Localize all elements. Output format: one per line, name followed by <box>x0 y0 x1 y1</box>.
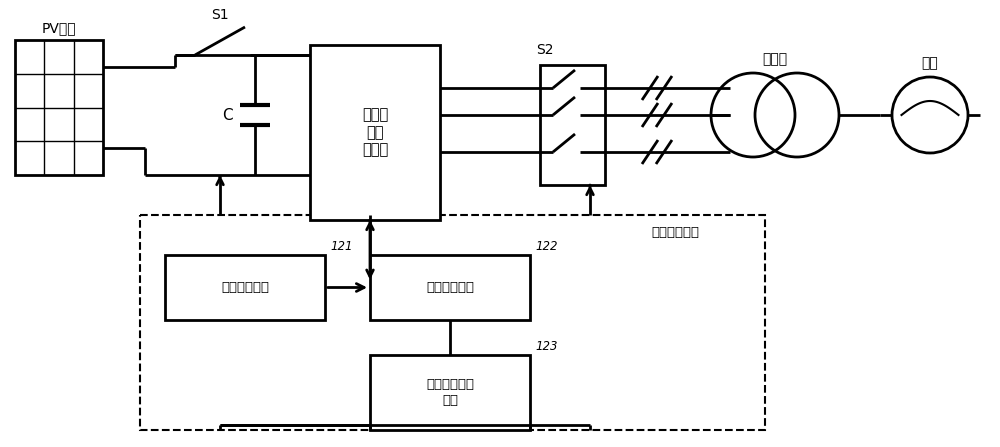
Text: PV阵列: PV阵列 <box>42 21 76 35</box>
Text: C: C <box>222 107 232 122</box>
Text: 数据采集模块: 数据采集模块 <box>221 281 269 294</box>
Bar <box>540 65 605 185</box>
Bar <box>370 355 530 430</box>
Text: 电网: 电网 <box>922 56 938 70</box>
Text: 控制信号生成
模块: 控制信号生成 模块 <box>426 379 474 406</box>
Text: 故障判断模块: 故障判断模块 <box>426 281 474 294</box>
Text: 123: 123 <box>535 341 558 354</box>
Text: 模块化
光伏
逆变器: 模块化 光伏 逆变器 <box>362 108 388 157</box>
Text: 变压器: 变压器 <box>762 52 788 66</box>
Bar <box>140 215 765 430</box>
Bar <box>370 255 530 320</box>
Text: S2: S2 <box>536 43 554 57</box>
Text: 121: 121 <box>330 240 352 253</box>
Text: S1: S1 <box>211 8 229 22</box>
Bar <box>310 45 440 220</box>
Text: 122: 122 <box>535 240 558 253</box>
Text: 故障处理装置: 故障处理装置 <box>651 227 699 240</box>
Bar <box>15 40 103 175</box>
Bar <box>165 255 325 320</box>
